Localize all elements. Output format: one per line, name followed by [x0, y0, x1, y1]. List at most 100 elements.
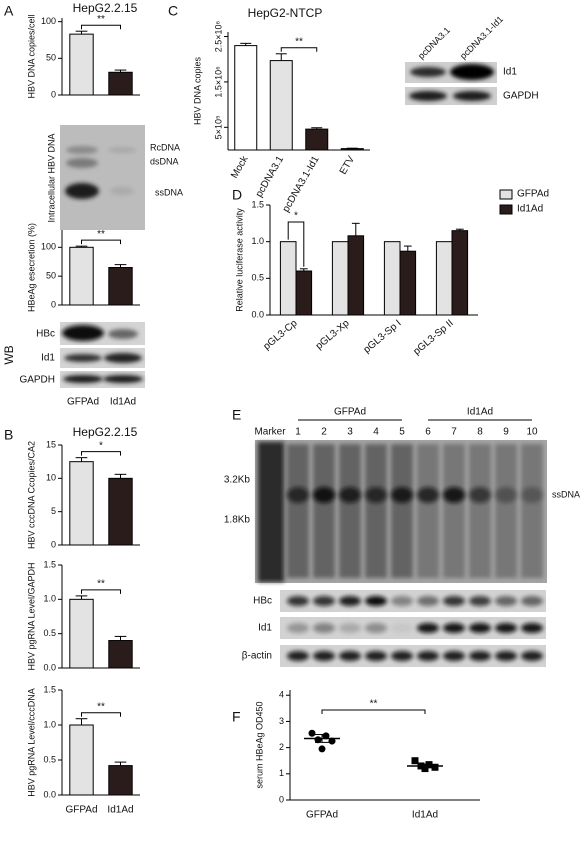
lane-label: 1	[295, 427, 301, 438]
blot-band	[469, 596, 491, 606]
blot-band	[521, 623, 543, 633]
western-blot	[60, 322, 145, 388]
legend-swatch	[499, 204, 513, 215]
blot-band	[66, 146, 98, 154]
blot-band	[469, 487, 491, 503]
significance-bracket	[81, 24, 121, 30]
blot-band	[410, 67, 446, 77]
blot-band	[417, 623, 439, 633]
blot-band	[391, 623, 413, 633]
bar	[108, 267, 133, 306]
bar	[383, 241, 401, 316]
blot-band	[339, 487, 361, 503]
blot-band	[443, 651, 465, 661]
bar	[340, 148, 364, 151]
y-tick-label: 1.0	[251, 236, 264, 246]
lane-label: 9	[503, 427, 509, 438]
band-label: dsDNA	[150, 156, 179, 166]
significance-label: **	[370, 699, 378, 710]
y-tick-label: 2	[279, 742, 284, 752]
lane-smear	[417, 444, 439, 578]
y-tick-label: 100	[41, 242, 56, 252]
blot-band	[65, 183, 99, 199]
lane-label: 4	[373, 427, 379, 438]
x-tick-label: pcDNA3.1-Id1	[281, 154, 322, 214]
legend-swatch	[499, 189, 513, 200]
blot-band	[313, 623, 335, 633]
x-tick-label: Id1Ad	[107, 805, 133, 816]
chart-title: HepG2.2.15	[73, 1, 138, 15]
y-tick-label: 15	[46, 439, 56, 449]
y-axis-label: HBV DNA copies/cell	[26, 14, 36, 98]
y-tick-label: 1.5	[43, 559, 56, 569]
lane-label: 5	[399, 427, 405, 438]
blot-band	[339, 623, 361, 633]
lane-smear	[365, 444, 387, 578]
chart-title: HepG2-NTCP	[248, 6, 323, 20]
blot-band	[365, 487, 387, 503]
blot-band	[391, 487, 413, 503]
y-tick-label: 5×10⁵	[213, 115, 223, 139]
blot-band	[495, 596, 517, 606]
bar	[69, 724, 94, 796]
blot-band	[443, 623, 465, 633]
y-tick-label: 5	[51, 506, 56, 516]
bar	[279, 241, 297, 316]
panel-label: B	[4, 427, 13, 443]
y-tick-label: 0	[279, 794, 284, 804]
lane-smear	[443, 444, 465, 578]
data-point	[328, 737, 336, 745]
data-point	[421, 765, 429, 773]
blot-band	[521, 651, 543, 661]
y-tick-label: 0.0	[43, 789, 56, 799]
significance-bracket	[287, 221, 305, 267]
blot-band	[521, 596, 543, 606]
row-label: Id1	[41, 353, 55, 364]
panel-label: D	[232, 187, 242, 203]
significance-bracket	[81, 712, 121, 717]
blot-band	[313, 651, 335, 661]
y-tick-label: 0.5	[43, 628, 56, 638]
y-tick-label: 3	[279, 716, 284, 726]
blot-band	[521, 487, 543, 503]
significance-bracket	[280, 47, 318, 52]
legend-label: GFPAd	[517, 189, 549, 200]
row-label: HBc	[36, 329, 55, 340]
lane-label: 6	[425, 427, 431, 438]
band-label: ssDNA	[552, 489, 580, 499]
x-tick-label: Mock	[229, 153, 251, 180]
bar	[331, 241, 349, 316]
blot-band	[313, 596, 335, 606]
blot-band	[339, 596, 361, 606]
lane-smear	[521, 444, 543, 578]
y-tick-label: 50	[46, 271, 56, 281]
blot-band	[453, 91, 491, 101]
blot-band	[417, 596, 439, 606]
lane-label: 7	[451, 427, 457, 438]
bar	[108, 477, 133, 546]
x-tick-label: Id1Ad	[412, 810, 438, 821]
x-tick-label: pcDNA3.1	[254, 154, 287, 199]
lane-smear	[469, 444, 491, 578]
bar	[108, 765, 133, 796]
blot-band	[409, 91, 447, 101]
significance-label: *	[99, 440, 103, 451]
group-label: Id1Ad	[467, 407, 493, 418]
bar	[108, 71, 133, 96]
y-tick-label: 0.5	[251, 273, 264, 283]
y-tick-label: 1.0	[43, 719, 56, 729]
blot-band	[495, 623, 517, 633]
lane-smear	[391, 444, 413, 578]
size-label: 1.8Kb	[224, 515, 251, 526]
significance-bracket	[81, 239, 121, 245]
bar	[69, 33, 94, 96]
bar	[305, 128, 329, 151]
data-point	[431, 763, 439, 771]
y-axis-label: Relative luciferase activity	[234, 208, 244, 312]
blot-band	[63, 375, 103, 383]
lane-smear	[287, 444, 309, 578]
blot-band	[450, 64, 494, 80]
bar	[108, 640, 133, 669]
blot-band	[443, 596, 465, 606]
